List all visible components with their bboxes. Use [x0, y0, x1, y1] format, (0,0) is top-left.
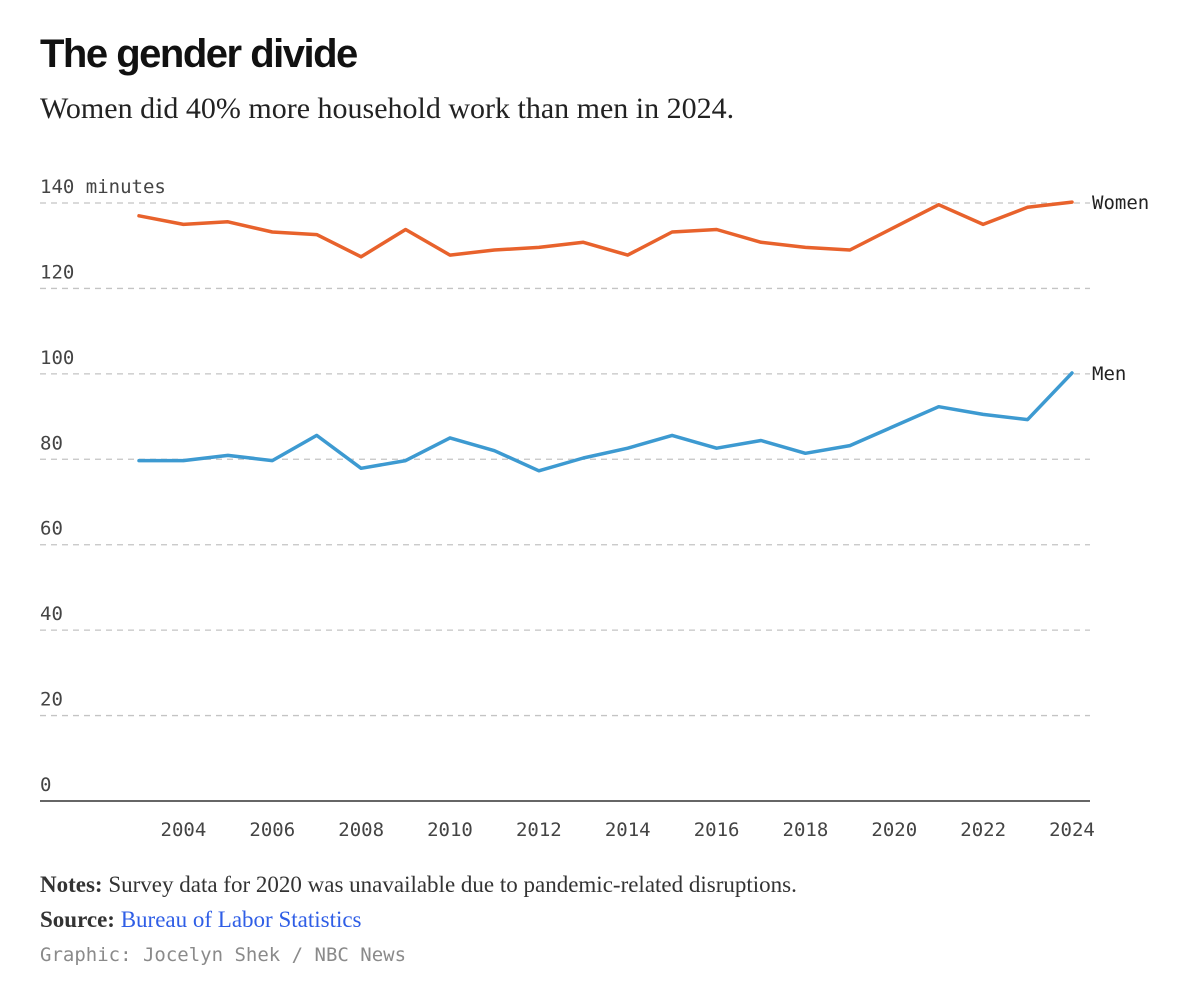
y-tick-label: 60	[40, 518, 63, 540]
x-tick-label: 2022	[960, 819, 1006, 841]
y-tick-label: 80	[40, 432, 63, 454]
x-tick-label: 2012	[516, 819, 562, 841]
series-label-men: Men	[1092, 363, 1126, 385]
x-tick-label: 2024	[1049, 819, 1095, 841]
x-tick-label: 2020	[871, 819, 917, 841]
notes-text: Survey data for 2020 was unavailable due…	[108, 872, 797, 897]
source-label: Source:	[40, 907, 115, 932]
x-tick-label: 2006	[249, 819, 295, 841]
y-tick-label: 120	[40, 261, 74, 283]
series-label-women: Women	[1092, 192, 1149, 214]
x-tick-label: 2010	[427, 819, 473, 841]
x-tick-label: 2018	[783, 819, 829, 841]
chart-subtitle: Women did 40% more household work than m…	[40, 92, 735, 125]
series-line-men	[137, 371, 1074, 473]
chart-title: The gender divide	[40, 32, 358, 76]
x-tick-label: 2016	[694, 819, 740, 841]
graphic-credit: Graphic: Jocelyn Shek / NBC News	[40, 944, 407, 966]
source-link[interactable]: Bureau of Labor Statistics	[120, 907, 362, 932]
notes-label: Notes:	[40, 872, 103, 897]
y-tick-label: 20	[40, 689, 63, 711]
y-tick-label: 140 minutes	[40, 176, 166, 198]
series-line-women	[137, 200, 1074, 259]
x-tick-label: 2004	[161, 819, 207, 841]
x-tick-label: 2008	[338, 819, 384, 841]
notes: Notes: Survey data for 2020 was unavaila…	[40, 872, 797, 898]
source: Source: Bureau of Labor Statistics	[40, 907, 362, 933]
y-tick-label: 0	[40, 774, 51, 796]
line-chart: 0 20 40 60 80 100 120 140 minutes 2004 2006 2008 20…	[40, 176, 1149, 841]
y-tick-label: 100	[40, 347, 74, 369]
x-tick-label: 2014	[605, 819, 651, 841]
y-tick-label: 40	[40, 603, 63, 625]
